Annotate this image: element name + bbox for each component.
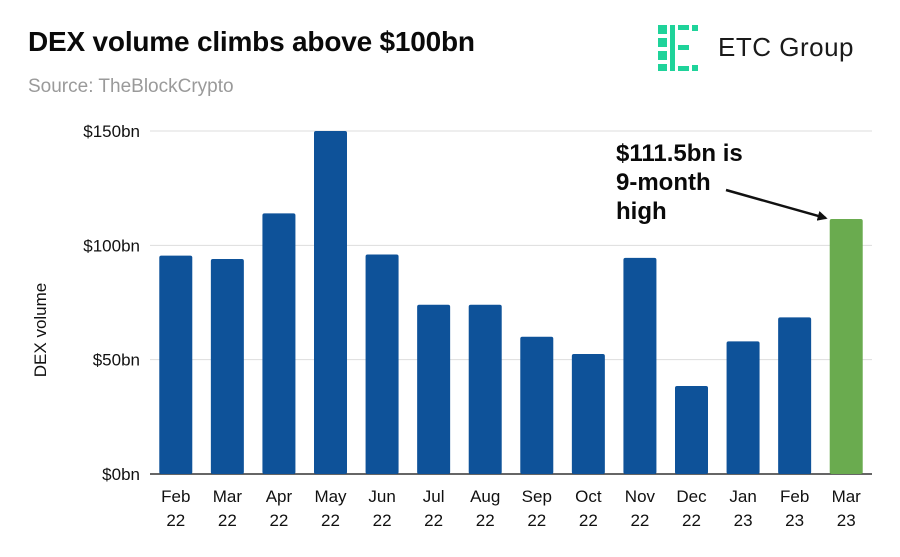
etc-group-logo: ETC Group [656,22,876,74]
bar [520,336,554,474]
y-axis-label: DEX volume [31,283,50,377]
etc-group-logo-icon [658,25,698,71]
bar [675,385,708,474]
bar [210,259,244,474]
bar [417,304,451,474]
y-tick-label: $0bn [102,465,140,484]
chart-source: Source: TheBlockCrypto [28,76,234,97]
bar [726,341,760,474]
x-tick-label: Mar 22 [213,487,243,530]
x-tick-label: Mar 23 [832,487,862,530]
x-tick-label: Jul 22 [423,487,445,530]
x-tick-label: Aug 22 [470,487,500,530]
x-axis-ticks: Feb 22 Mar 22 Apr 22 May 22 Jun 22 Jul 22 Aug 22 Sep 22… [161,487,861,530]
bar [571,353,605,474]
bar [468,304,502,474]
x-tick-label: Dec 22 [676,487,707,530]
x-tick-label: Oct 22 [575,487,602,530]
x-tick-label: Nov 22 [625,487,656,530]
x-tick-label: Jan 23 [729,487,756,530]
y-tick-label: $100bn [83,236,140,255]
grid-lines [150,130,872,475]
x-tick-label: May 22 [314,487,347,530]
annotation-arrow [725,188,828,221]
bar [159,255,193,474]
bar-highlight [829,219,863,474]
bars [159,131,863,474]
logo-text: ETC Group [718,32,854,62]
y-axis-ticks: $0bn $50bn $100bn $150bn [83,122,140,484]
bar [365,254,399,474]
bar [778,317,812,474]
x-tick-label: Feb 23 [780,487,809,530]
chart-title: DEX volume climbs above $100bn [28,26,475,57]
bar [623,257,657,474]
x-tick-label: Sep 22 [522,487,552,530]
annotation: $111.5bn is 9-month high [616,140,828,225]
x-tick-label: Apr 22 [266,487,293,530]
y-tick-label: $50bn [93,351,140,370]
y-tick-label: $150bn [83,122,140,141]
bar [262,213,296,474]
x-tick-label: Feb 22 [161,487,190,530]
x-tick-label: Jun 22 [368,487,395,530]
bar [314,131,347,474]
annotation-text: $111.5bn is 9-month high [616,140,743,225]
